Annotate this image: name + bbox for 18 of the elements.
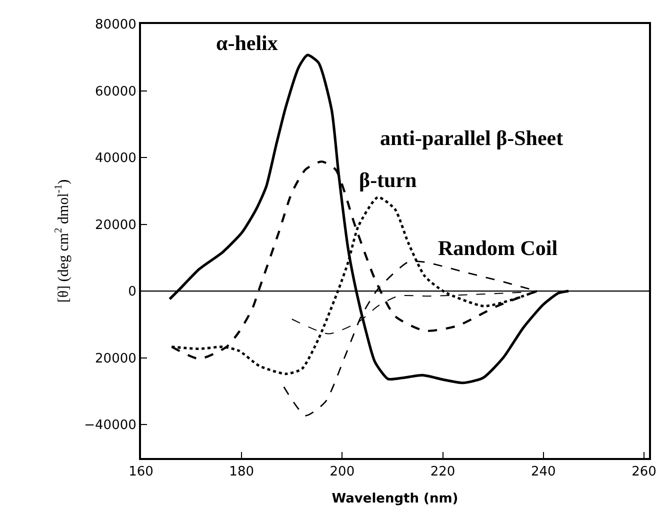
x-tick-label: 240 [530,464,556,480]
series-label: Random Coil [438,236,558,260]
y-tick-label: 0 [128,284,136,300]
series-label: β-turn [359,168,418,192]
text: anti-parallel β-Sheet [380,126,564,150]
x-axis-title: Wavelength (nm) [332,492,458,507]
y-tick-label: 20000 [95,351,136,366]
series-label: α-helix [216,31,278,55]
y-tick-label: 40000 [95,151,136,166]
x-tick-label: 200 [330,464,355,480]
y-tick-label: −40000 [84,418,136,434]
x-tick-label: 160 [128,464,154,480]
x-tick-label: 260 [632,464,656,480]
y-tick-label: 60000 [95,84,136,100]
x-tick-label: 220 [430,464,456,480]
y-tick-label: 20000 [95,218,136,233]
x-tick-label: 180 [229,464,254,480]
y-tick-label: 80000 [95,18,136,33]
